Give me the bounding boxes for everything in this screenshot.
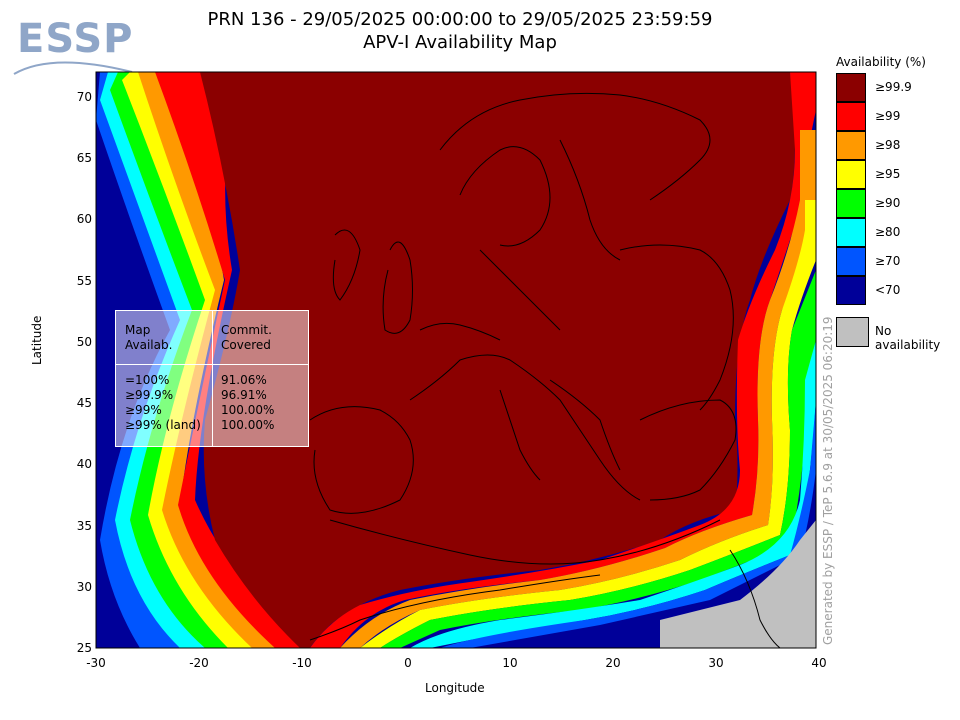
legend-swatch	[836, 189, 866, 218]
legend-label: <70	[875, 283, 901, 297]
legend-label: ≥80	[875, 225, 901, 239]
legend-label-no-availability: No availability	[875, 324, 941, 352]
stats-covered-value: 100.00%	[221, 403, 275, 417]
x-tick: -30	[86, 656, 106, 670]
map-subtitle: APV-I Availability Map	[363, 32, 557, 53]
x-tick: -20	[189, 656, 209, 670]
legend-label: ≥99	[875, 109, 901, 123]
y-tick: 65	[76, 151, 92, 165]
legend-label: ≥70	[875, 254, 901, 268]
y-tick: 35	[76, 519, 92, 533]
x-tick: 20	[605, 656, 621, 670]
x-axis-label: Longitude	[425, 681, 485, 695]
stats-col-covered: 91.06% 96.91% 100.00% 100.00%	[221, 373, 274, 433]
y-tick: 50	[76, 335, 92, 349]
stats-map-value: ≥99% (land)	[125, 418, 201, 432]
legend-swatch	[836, 218, 866, 247]
logo-swoosh	[13, 61, 133, 75]
legend-swatch	[836, 73, 866, 102]
y-tick: 70	[76, 90, 92, 104]
stats-map-value: =100%	[125, 373, 170, 387]
stats-table: Map Availab. Commit. Covered =100% ≥99.9…	[115, 310, 309, 447]
y-tick: 60	[76, 212, 92, 226]
x-tick: 0	[404, 656, 412, 670]
stats-col-map: =100% ≥99.9% ≥99% ≥99% (land)	[125, 373, 201, 433]
coastlines	[309, 92, 781, 648]
map-title: PRN 136 - 29/05/2025 00:00:00 to 29/05/2…	[207, 9, 713, 30]
stats-map-value: ≥99%	[125, 403, 162, 417]
y-tick: 30	[76, 580, 92, 594]
x-tick: 30	[708, 656, 724, 670]
legend-swatch	[836, 131, 866, 160]
essp-logo: ESSP	[12, 12, 142, 84]
stats-map-value: ≥99.9%	[125, 388, 174, 402]
legend-swatch	[836, 160, 866, 189]
legend-swatch-no-availability	[836, 317, 869, 347]
x-tick: 40	[811, 656, 827, 670]
legend-label: ≥99.9	[875, 80, 912, 94]
generated-by-text: Generated by ESSP / TeP 5.6.9 at 30/05/2…	[821, 316, 835, 645]
legend-label: ≥98	[875, 138, 901, 152]
stats-covered-value: 96.91%	[221, 388, 267, 402]
y-tick: 45	[76, 396, 92, 410]
stats-header-covered: Commit. Covered	[221, 323, 272, 352]
legend-label: ≥95	[875, 167, 901, 181]
y-tick: 40	[76, 457, 92, 471]
x-tick: 10	[502, 656, 518, 670]
legend-label: ≥90	[875, 196, 901, 210]
legend-swatch	[836, 247, 866, 276]
legend-swatch	[836, 276, 866, 305]
y-tick: 25	[76, 641, 92, 655]
stats-header-map: Map Availab.	[125, 323, 173, 352]
logo-text: ESSP	[17, 16, 134, 62]
y-tick: 55	[76, 274, 92, 288]
stats-covered-value: 100.00%	[221, 418, 275, 432]
y-axis-label: Latitude	[30, 315, 44, 365]
region-no-availability	[660, 520, 816, 648]
legend-swatch	[836, 102, 866, 131]
stats-covered-value: 91.06%	[221, 373, 267, 387]
legend-title: Availability (%)	[836, 55, 926, 69]
region-ge99-9	[200, 72, 795, 648]
x-tick: -10	[292, 656, 312, 670]
